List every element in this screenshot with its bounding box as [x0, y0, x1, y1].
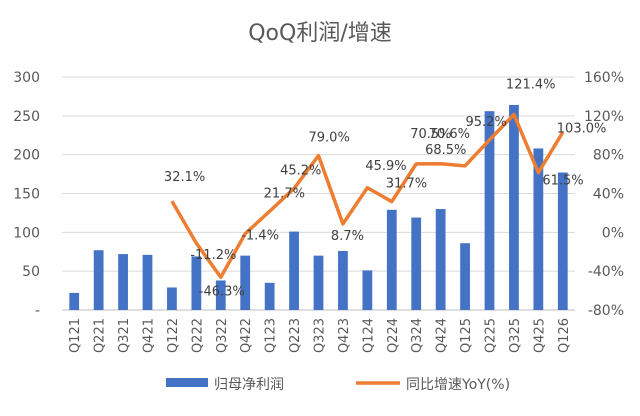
x-tick-label: Q124: [361, 318, 376, 353]
line-data-label: 68.5%: [425, 143, 466, 158]
x-tick-label: Q126: [557, 318, 572, 353]
x-tick-label: Q323: [313, 318, 328, 353]
y-right-tick-label: 80%: [593, 148, 624, 164]
line-data-label: 45.2%: [280, 163, 321, 178]
bar: [93, 250, 104, 310]
line-data-label: 121.4%: [506, 77, 556, 92]
x-tick-label: Q222: [190, 318, 205, 353]
x-tick-label: Q225: [484, 318, 499, 353]
bar: [435, 209, 446, 310]
bar: [411, 217, 422, 310]
y-left-tick-label: 50: [22, 264, 40, 280]
x-axis: Q121 Q221 Q321 Q421 Q122 Q222 Q322 Q422 Q123 Q223…: [68, 318, 572, 353]
bar: [362, 270, 373, 310]
bar: [167, 287, 177, 310]
x-tick-label: Q324: [410, 318, 425, 353]
line-data-label: 32.1%: [164, 170, 205, 185]
line-data-label: 21.7%: [264, 186, 305, 201]
bar: [215, 280, 226, 310]
bar: [338, 250, 348, 310]
bar: [191, 256, 202, 310]
line-data-label: -11.2%: [190, 248, 236, 263]
x-tick-label: Q321: [117, 318, 132, 353]
x-tick-label: Q121: [68, 318, 83, 353]
data-labels: 32.1% -11.2% -46.3% -1.4% 21.7% 45.2% 79.0% 8.7…: [164, 77, 606, 299]
bar: [313, 255, 324, 310]
line-data-label: 103.0%: [557, 121, 607, 136]
line-data-label: 95.2%: [466, 115, 507, 130]
bar: [264, 282, 275, 310]
bar: [460, 243, 470, 310]
line-data-label: -46.3%: [199, 284, 245, 299]
x-tick-label: Q322: [215, 318, 230, 353]
x-tick-label: Q422: [239, 318, 254, 353]
y-right-tick-label: -40%: [588, 264, 624, 280]
y-right-tick-label: 0%: [602, 225, 624, 241]
line-data-label: 8.7%: [331, 229, 364, 244]
y-left-tick-label: 150: [13, 187, 40, 203]
line-data-label: 61.5%: [542, 174, 583, 189]
x-tick-label: Q221: [93, 318, 108, 353]
legend: 归母净利润 同比增速YoY(%): [166, 376, 510, 393]
y-right-tick-label: 120%: [584, 109, 624, 125]
bar: [240, 255, 251, 310]
bar: [509, 104, 519, 311]
y-left-tick-label: 250: [13, 109, 40, 125]
y-right-tick-label: 160%: [584, 70, 624, 86]
line-data-label: 31.7%: [386, 177, 427, 192]
x-tick-label: Q423: [337, 318, 352, 353]
line-data-label: -1.4%: [241, 229, 279, 244]
bar: [69, 292, 80, 310]
bar: [118, 254, 128, 310]
line-data-label: 45.9%: [365, 159, 406, 174]
y-left-tick-label: -: [35, 303, 40, 319]
line-data-label: 70.6%: [429, 127, 470, 142]
x-tick-label: Q425: [532, 318, 547, 353]
line-data-label: 79.0%: [309, 131, 350, 146]
line-series: [170, 112, 565, 280]
line-data-label: 70.5%: [410, 127, 451, 142]
x-tick-label: Q223: [288, 318, 303, 353]
yoy-line: [170, 112, 565, 280]
bar: [386, 209, 397, 310]
x-tick-label: Q424: [435, 318, 450, 353]
y-left-tick-label: 100: [13, 225, 40, 241]
bar: [557, 172, 568, 310]
left-axis: - 50 100 150 200 250 300: [13, 70, 40, 319]
bar: [289, 231, 299, 310]
bar: [484, 111, 495, 310]
y-left-tick-label: 300: [13, 70, 40, 86]
legend-line-label: 同比增速YoY(%): [406, 377, 510, 393]
x-tick-label: Q122: [166, 318, 181, 353]
chart-title: QoQ利润/增速: [248, 21, 392, 46]
legend-bar-swatch: [166, 378, 208, 387]
x-tick-label: Q325: [508, 318, 523, 353]
y-left-tick-label: 200: [13, 148, 40, 164]
bar: [533, 148, 544, 310]
y-right-tick-label: -80%: [588, 303, 624, 319]
x-tick-label: Q125: [459, 318, 474, 353]
bar-series: [69, 104, 568, 311]
y-right-tick-label: 40%: [593, 187, 624, 203]
x-tick-label: Q123: [264, 318, 279, 353]
bar: [142, 254, 153, 310]
right-axis: -80% -40% 0% 40% 80% 120% 160%: [584, 70, 624, 319]
legend-bar-label: 归母净利润: [214, 376, 284, 393]
x-tick-label: Q224: [386, 318, 401, 353]
x-tick-label: Q421: [142, 318, 157, 353]
